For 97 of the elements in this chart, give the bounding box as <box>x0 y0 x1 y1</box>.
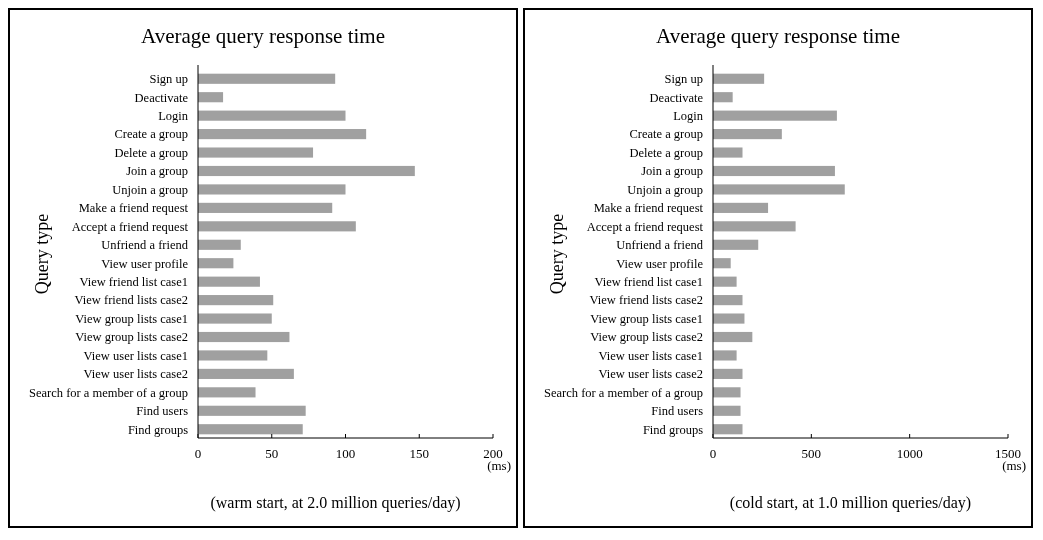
y-tick-label: View friend lists case2 <box>589 293 703 308</box>
chart-title: Average query response time <box>141 24 385 48</box>
text: (ms) <box>1002 458 1026 473</box>
y-tick-label: Sign up <box>149 72 188 87</box>
bar <box>198 313 272 324</box>
text: (warm start, at 2.0 million queries/day) <box>210 494 461 512</box>
y-tick-label: Login <box>158 109 189 124</box>
bar <box>713 313 745 324</box>
bar <box>198 129 367 140</box>
bar <box>713 276 737 287</box>
y-tick-label: Join a group <box>641 164 703 179</box>
bar <box>198 92 224 103</box>
y-tick-label: Find users <box>651 404 704 419</box>
text: (ms) <box>487 458 511 473</box>
y-tick-label: Sign up <box>664 72 703 87</box>
x-tick-label: 50 <box>265 446 279 461</box>
y-tick-label: Delete a group <box>629 145 703 160</box>
bar <box>713 73 765 84</box>
bar <box>713 147 743 158</box>
bar <box>713 110 837 121</box>
y-tick-label: Unjoin a group <box>112 182 188 197</box>
y-tick-label: View user lists case1 <box>598 348 703 363</box>
y-tick-label: View user lists case2 <box>83 367 188 382</box>
y-tick-label: View user lists case1 <box>83 348 188 363</box>
bar <box>198 239 241 250</box>
bar <box>198 221 356 232</box>
y-tick-label: View user profile <box>101 256 189 271</box>
y-tick-label: Delete a group <box>114 145 188 160</box>
y-tick-label: Unjoin a group <box>627 182 703 197</box>
y-tick-label: Create a group <box>114 127 188 142</box>
y-tick-label: Join a group <box>126 164 188 179</box>
bar <box>713 165 835 177</box>
y-axis-title: Query type <box>547 213 567 295</box>
y-tick-label: View group lists case2 <box>75 330 188 345</box>
y-tick-label: Accept a friend request <box>586 219 704 234</box>
bar <box>198 331 290 343</box>
x-tick-label: 0 <box>194 446 202 461</box>
bar <box>198 387 256 398</box>
bar <box>198 350 268 361</box>
y-tick-label: Find users <box>136 404 189 419</box>
bar <box>198 258 234 269</box>
x-tick-label: 100 <box>335 446 356 461</box>
chart-title: Average query response time <box>656 24 900 48</box>
y-tick-label: View friend list case1 <box>79 275 188 290</box>
y-tick-label: Find groups <box>127 422 189 437</box>
y-tick-label: Search for a member of a group <box>29 385 188 400</box>
bar <box>198 110 346 121</box>
x-tick-label: 150 <box>409 446 429 461</box>
bar <box>198 295 274 306</box>
y-tick-label: View user profile <box>616 256 704 271</box>
x-tick-label: 1500 <box>995 446 1021 461</box>
bar <box>198 73 336 84</box>
y-tick-label: View friend lists case2 <box>74 293 188 308</box>
y-tick-label: Search for a member of a group <box>544 385 703 400</box>
bar <box>198 368 294 379</box>
y-tick-label: View group lists case1 <box>75 311 188 326</box>
bar <box>713 184 845 195</box>
bar <box>713 258 731 269</box>
y-tick-label: Make a friend request <box>78 201 189 216</box>
bar <box>198 405 306 416</box>
y-tick-label: View friend list case1 <box>594 275 703 290</box>
bar <box>713 239 759 250</box>
bar <box>713 129 782 140</box>
x-tick-label: 1000 <box>896 446 923 461</box>
bar <box>713 221 796 232</box>
x-tick-label: 0 <box>709 446 717 461</box>
y-tick-label: Create a group <box>629 127 703 142</box>
y-tick-label: Login <box>673 109 704 124</box>
y-tick-label: Unfriend a friend <box>616 238 704 253</box>
bar <box>198 276 260 287</box>
bar <box>713 405 741 416</box>
bar <box>713 202 769 213</box>
x-tick-label: 500 <box>801 446 822 461</box>
bar <box>713 387 741 398</box>
bar <box>198 424 303 435</box>
y-tick-label: Deactivate <box>134 90 189 105</box>
bar <box>198 165 415 177</box>
y-tick-label: Make a friend request <box>593 201 704 216</box>
bar <box>713 350 737 361</box>
y-tick-label: Find groups <box>642 422 704 437</box>
y-tick-label: Deactivate <box>649 90 704 105</box>
bar <box>198 184 346 195</box>
bar <box>198 147 314 158</box>
y-tick-label: Unfriend a friend <box>101 238 189 253</box>
x-tick-label: 200 <box>483 446 503 461</box>
y-tick-label: View group lists case1 <box>590 311 703 326</box>
bar <box>713 92 733 103</box>
y-axis-title: Query type <box>32 213 52 295</box>
bar <box>198 202 333 213</box>
y-tick-label: Accept a friend request <box>71 219 189 234</box>
bar <box>713 331 753 343</box>
text: (cold start, at 1.0 million queries/day) <box>729 494 972 512</box>
y-tick-label: View group lists case2 <box>590 330 703 345</box>
bar <box>713 424 743 435</box>
bar <box>713 295 743 306</box>
y-tick-label: View user lists case2 <box>598 367 703 382</box>
bar <box>713 368 743 379</box>
